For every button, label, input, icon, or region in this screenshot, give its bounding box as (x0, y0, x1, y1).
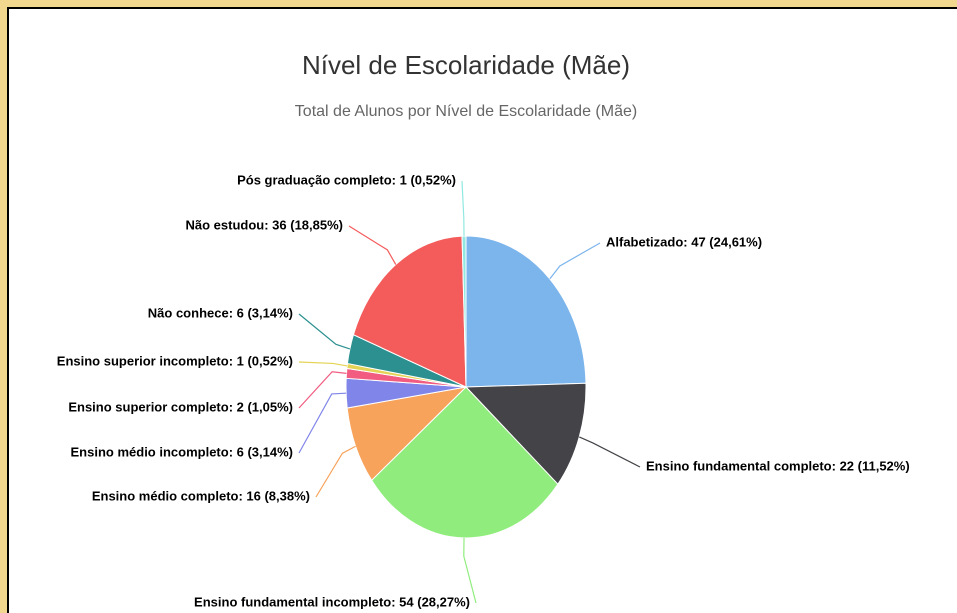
pie-slice (371, 386, 559, 539)
connector (298, 371, 347, 409)
data-label: Ensino fundamental completo: 22 (11,52%) (646, 458, 910, 473)
chart-title: Nível de Escolaridade (Mãe) (302, 50, 630, 80)
data-label: Ensino superior completo: 2 (1,05%) (68, 399, 293, 414)
connector (463, 537, 477, 604)
connector (579, 436, 641, 468)
data-label: Alfabetizado: 47 (24,61%) (606, 234, 762, 249)
pie-slice (461, 235, 467, 388)
connector (348, 225, 397, 265)
data-label: Não estudou: 36 (18,85%) (186, 217, 344, 232)
connector (298, 361, 348, 367)
data-label: Pós graduação completo: 1 (0,52%) (237, 172, 456, 187)
pie-slice (352, 235, 467, 388)
connector (298, 392, 347, 454)
data-label: Ensino médio completo: 16 (8,38%) (92, 488, 310, 503)
data-label: Ensino médio incompleto: 6 (3,14%) (71, 444, 293, 459)
connector (315, 445, 356, 498)
data-label: Ensino superior incompleto: 1 (0,52%) (57, 353, 293, 368)
data-label: Ensino fundamental incompleto: 54 (28,27… (194, 594, 470, 609)
connector (461, 180, 465, 237)
connector (549, 242, 601, 280)
chart-subtitle: Total de Alunos por Nível de Escolaridad… (295, 103, 637, 120)
data-label: Não conhece: 6 (3,14%) (148, 305, 293, 320)
pie-slice (464, 382, 587, 485)
pie-slice (465, 235, 587, 388)
connector (298, 313, 351, 350)
